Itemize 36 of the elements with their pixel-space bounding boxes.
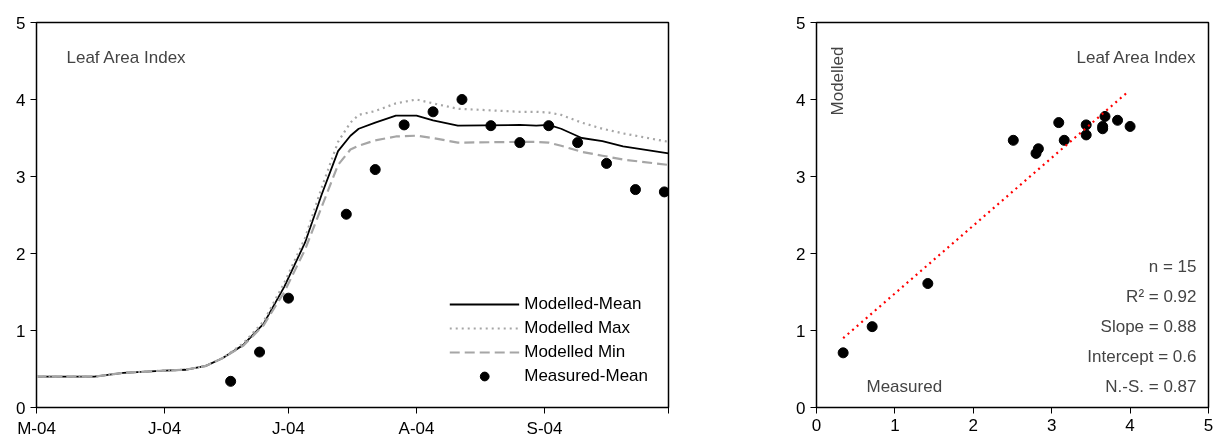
text: Leaf Area Index — [1076, 47, 1197, 67]
legend-label: Modelled Min — [524, 341, 626, 363]
annotation: N.-S. = 0.87 — [1105, 376, 1197, 396]
annotation: Slope = 0.88 — [1100, 316, 1197, 336]
y-tick-label: 2 — [796, 244, 806, 264]
x-tick-label: S-04 — [526, 418, 563, 438]
y-tick-label: 0 — [796, 398, 806, 418]
y-axis-title: Modelled — [827, 46, 847, 116]
text: Leaf Area Index — [66, 47, 187, 67]
y-tick-label: 3 — [796, 167, 806, 187]
y-tick-label: 4 — [16, 90, 26, 110]
y-tick-label: 1 — [796, 321, 806, 341]
x-axis-title: Measured — [866, 376, 943, 396]
x-tick-label: J-04 — [271, 418, 306, 438]
x-tick-label: A-04 — [398, 418, 435, 438]
legend-label: Modelled-Mean — [524, 293, 642, 315]
x-tick-label: 0 — [811, 415, 822, 435]
x-tick-label: M-04 — [17, 418, 56, 438]
x-tick-label: J-04 — [148, 418, 182, 438]
annotation: n = 15 — [1148, 256, 1197, 276]
y-tick-label: 1 — [16, 321, 26, 341]
x-tick-label: 5 — [1203, 415, 1214, 435]
legend-label: Measured-Mean — [524, 365, 648, 387]
y-tick-label: 5 — [796, 13, 806, 33]
y-tick-label: 4 — [796, 90, 806, 110]
legend-label: Modelled Max — [524, 317, 631, 339]
y-tick-label: 2 — [16, 244, 26, 264]
x-tick-label: 2 — [968, 415, 979, 435]
annotation: Intercept = 0.6 — [1087, 346, 1197, 366]
y-tick-label: 3 — [16, 167, 26, 187]
annotation: R² = 0.92 — [1126, 286, 1197, 306]
y-tick-label: 5 — [16, 13, 26, 33]
x-tick-label: 3 — [1046, 415, 1057, 435]
x-tick-label: 1 — [890, 415, 900, 435]
y-tick-label: 0 — [16, 398, 26, 418]
x-tick-label: 4 — [1125, 415, 1135, 435]
